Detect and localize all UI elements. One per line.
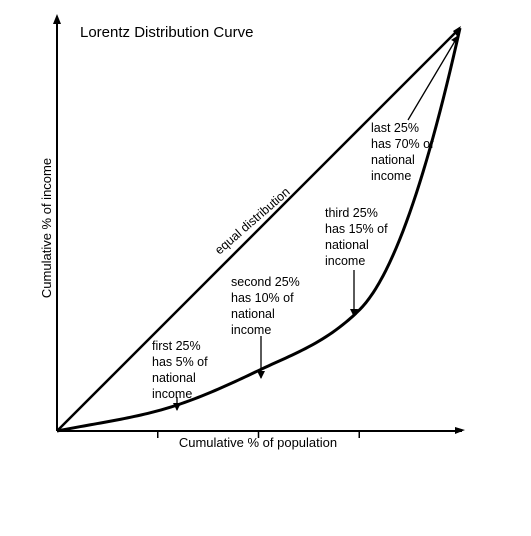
- y-axis-arrow: [53, 14, 61, 24]
- annotation-1-line-1: first 25%: [152, 339, 201, 353]
- equal-distribution-line: [56, 27, 461, 432]
- annotation-1-line-4: income: [152, 387, 192, 401]
- annotation-2-line-3: national: [231, 307, 275, 321]
- annotation-3-line-3: national: [325, 238, 369, 252]
- x-axis-arrow: [455, 427, 465, 434]
- annotation-1-line-2: has 5% of: [152, 355, 208, 369]
- annotation-2: second 25% has 10% of national income: [231, 275, 300, 379]
- annotation-3-line-1: third 25%: [325, 206, 378, 220]
- annotation-2-line-1: second 25%: [231, 275, 300, 289]
- annotation-4-line-2: has 70% of: [371, 137, 434, 151]
- x-axis-label: Cumulative % of population: [179, 435, 337, 450]
- equal-distribution-label: equal distribution: [212, 185, 293, 258]
- annotation-2-line-2: has 10% of: [231, 291, 294, 305]
- annotation-3-line-4: income: [325, 254, 365, 268]
- series-layer: [56, 26, 462, 433]
- annotation-1-line-3: national: [152, 371, 196, 385]
- axes: [53, 14, 465, 434]
- annotation-4-line-4: income: [371, 169, 411, 183]
- annotation-3-line-2: has 15% of: [325, 222, 388, 236]
- x-ticks: [157, 431, 360, 438]
- annotation-4: last 25% has 70% of national income: [371, 35, 459, 183]
- annotation-2-line-4: income: [231, 323, 271, 337]
- annotation-1: first 25% has 5% of national income: [152, 339, 208, 411]
- y-axis-label: Cumulative % of income: [39, 158, 54, 298]
- annotation-4-arrow: [407, 35, 459, 121]
- chart-title: Lorentz Distribution Curve: [80, 24, 253, 41]
- annotation-4-line-3: national: [371, 153, 415, 167]
- lorenz-curve: [56, 27, 462, 433]
- annotation-3: third 25% has 15% of national income: [325, 206, 388, 317]
- annotation-4-line-1: last 25%: [371, 121, 419, 135]
